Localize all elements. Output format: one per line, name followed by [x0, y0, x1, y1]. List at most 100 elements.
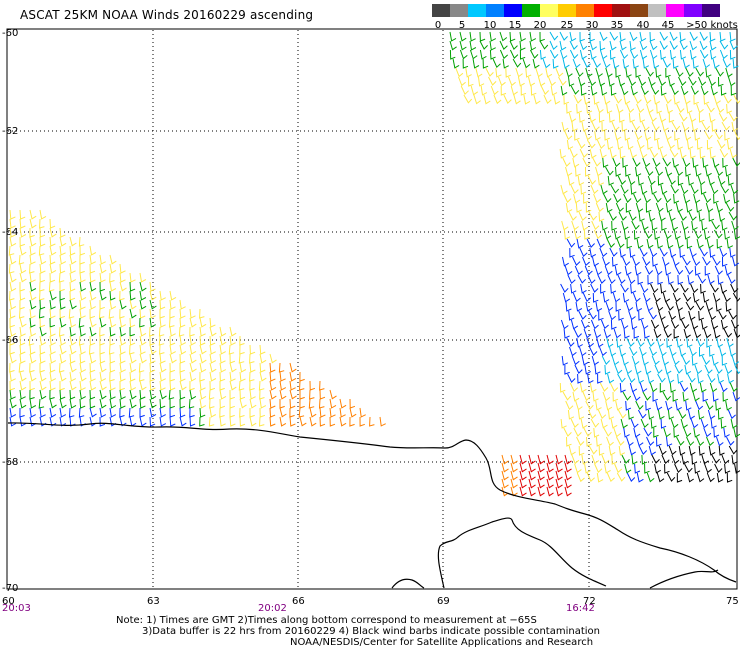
- wind-barb: [149, 416, 156, 427]
- wind-barb: [109, 380, 116, 391]
- wind-barb: [18, 362, 25, 373]
- legend-label: 40: [636, 20, 650, 31]
- wind-barb: [617, 373, 626, 383]
- wind-barb: [708, 211, 715, 222]
- wind-barb: [712, 58, 720, 69]
- wind-barb: [49, 317, 56, 328]
- wind-barb: [199, 326, 206, 337]
- wind-barb: [209, 326, 217, 337]
- wind-barb: [678, 445, 686, 456]
- wind-barb: [711, 220, 720, 230]
- legend-swatch: [630, 4, 648, 17]
- wind-barb: [656, 103, 662, 114]
- wind-barb: [549, 40, 558, 51]
- wind-barb: [692, 256, 701, 267]
- wind-barb: [519, 478, 527, 489]
- wind-barb: [654, 364, 663, 375]
- wind-barb: [228, 344, 235, 355]
- wind-barb: [599, 49, 608, 60]
- wind-barb: [688, 310, 696, 321]
- wind-barb: [567, 373, 576, 383]
- wind-barb: [79, 389, 86, 400]
- wind-barb: [259, 371, 267, 382]
- wind-barb: [129, 308, 137, 319]
- wind-barb: [697, 409, 705, 420]
- wind-barb: [614, 130, 622, 141]
- wind-barb: [169, 299, 176, 310]
- wind-barb: [19, 353, 26, 364]
- wind-barb: [229, 416, 236, 427]
- wind-barb: [329, 407, 336, 418]
- wind-barb: [711, 121, 718, 132]
- wind-barb: [571, 355, 580, 366]
- wind-barb: [537, 462, 545, 473]
- wind-barb: [59, 317, 67, 328]
- wind-barb: [632, 157, 641, 167]
- wind-barb: [702, 256, 711, 266]
- wind-barb: [630, 319, 638, 330]
- wind-barb: [179, 344, 187, 355]
- wind-barb: [69, 299, 77, 310]
- wind-barb: [712, 391, 719, 402]
- wind-barb: [19, 263, 27, 274]
- wind-barb: [653, 193, 662, 203]
- x-tick-label: 75: [726, 596, 739, 607]
- wind-barb: [89, 407, 97, 418]
- wind-barb: [683, 427, 692, 438]
- wind-barb: [730, 319, 739, 330]
- wind-barb: [579, 247, 588, 258]
- wind-barb: [709, 148, 716, 159]
- wind-barb: [729, 247, 736, 258]
- wind-barb: [600, 184, 608, 195]
- wind-barb: [289, 389, 297, 400]
- wind-barb: [729, 49, 736, 60]
- wind-barb: [596, 472, 604, 483]
- wind-barb: [449, 49, 456, 60]
- wind-barb: [656, 472, 665, 483]
- wind-barb: [309, 389, 315, 400]
- wind-barb: [652, 58, 660, 69]
- wind-barb: [583, 229, 590, 240]
- wind-barb: [630, 418, 639, 429]
- wind-barb: [592, 157, 601, 167]
- wind-barb: [615, 202, 624, 213]
- wind-barb: [599, 382, 609, 392]
- wind-barb: [359, 416, 365, 427]
- wind-barb: [666, 472, 676, 482]
- wind-barb: [605, 400, 613, 411]
- wind-barb: [726, 238, 734, 249]
- wind-barb: [673, 328, 680, 339]
- wind-barb: [700, 184, 707, 195]
- wind-barb: [696, 337, 705, 348]
- wind-barb: [209, 317, 216, 328]
- wind-barb: [642, 256, 651, 266]
- wind-barb: [588, 445, 598, 455]
- wind-barb: [189, 344, 197, 355]
- wind-barb: [730, 184, 739, 195]
- wind-barb: [179, 317, 186, 328]
- wind-barb: [49, 227, 57, 238]
- wind-barb: [732, 256, 740, 267]
- wind-barb: [208, 416, 215, 427]
- wind-barb: [685, 67, 694, 77]
- wind-barb: [209, 335, 216, 346]
- wind-barb: [609, 247, 618, 257]
- coastline-small: [391, 578, 425, 589]
- wind-barb: [598, 445, 605, 456]
- wind-barb: [89, 272, 96, 283]
- wind-barb: [199, 353, 207, 364]
- wind-barb: [499, 49, 509, 60]
- wind-barb: [199, 380, 206, 391]
- wind-barb: [574, 265, 583, 276]
- wind-barb: [119, 299, 127, 310]
- wind-barb: [582, 292, 592, 303]
- wind-barb: [672, 292, 681, 303]
- wind-barb: [19, 398, 27, 409]
- wind-barb: [652, 292, 661, 303]
- wind-barb: [659, 148, 668, 159]
- wind-barb: [633, 94, 642, 104]
- wind-barb: [138, 362, 145, 373]
- wind-barb: [525, 67, 532, 78]
- wind-barb: [108, 344, 115, 355]
- wind-barb: [39, 272, 46, 283]
